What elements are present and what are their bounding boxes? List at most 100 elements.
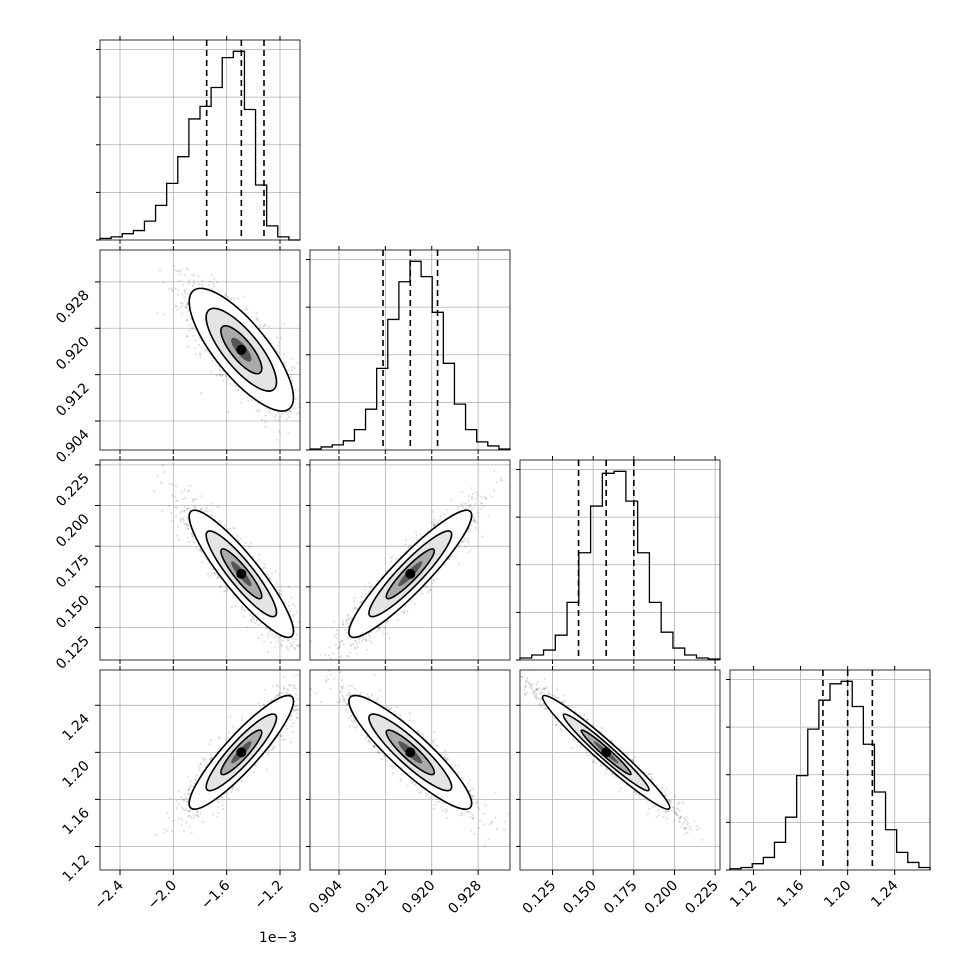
sample-point — [183, 510, 185, 512]
sample-point — [291, 369, 293, 371]
sample-point — [450, 499, 452, 501]
sample-point — [475, 498, 477, 500]
sample-point — [168, 288, 170, 290]
sample-point — [278, 419, 280, 421]
sample-point — [236, 535, 238, 537]
sample-point — [210, 509, 212, 511]
sample-point — [162, 464, 164, 466]
sample-point — [188, 279, 190, 281]
sample-point — [211, 288, 213, 290]
sample-point — [293, 641, 295, 643]
sample-point — [245, 305, 247, 307]
sample-point — [188, 525, 190, 527]
sample-point — [225, 293, 227, 295]
sample-point — [240, 402, 242, 404]
histogram-step — [520, 471, 720, 660]
sample-point — [358, 641, 360, 643]
sample-point — [157, 474, 159, 476]
sample-point — [277, 590, 279, 592]
sample-point — [218, 519, 220, 521]
sample-point — [179, 306, 181, 308]
sample-point — [292, 615, 294, 617]
sample-point — [229, 383, 231, 385]
sample-point — [279, 337, 281, 339]
sample-point — [235, 385, 237, 387]
sample-point — [427, 591, 429, 593]
sample-point — [332, 653, 334, 655]
sample-point — [195, 354, 197, 356]
sample-point — [276, 439, 278, 441]
sample-point — [256, 410, 258, 412]
sample-point — [188, 541, 190, 543]
sample-point — [293, 367, 295, 369]
sample-point — [180, 518, 182, 520]
sample-point — [231, 606, 233, 608]
sample-point — [237, 388, 239, 390]
sample-point — [281, 590, 283, 592]
sample-point — [281, 645, 283, 647]
sample-point — [192, 500, 194, 502]
sample-point — [255, 619, 257, 621]
sample-point — [462, 506, 464, 508]
sample-point — [276, 337, 278, 339]
sample-point — [184, 506, 186, 508]
sample-point — [267, 635, 269, 637]
sample-point — [301, 644, 303, 646]
sample-point — [178, 539, 180, 541]
sample-point — [187, 269, 189, 271]
sample-point — [210, 372, 212, 374]
sample-point — [275, 635, 277, 637]
sample-point — [280, 594, 282, 596]
sample-point — [201, 279, 203, 281]
sample-point — [180, 520, 182, 522]
sample-point — [304, 653, 306, 655]
sample-point — [163, 471, 165, 473]
sample-point — [346, 655, 348, 657]
sample-point — [436, 522, 438, 524]
sample-point — [366, 648, 368, 650]
sample-point — [256, 312, 258, 314]
sample-point — [241, 607, 243, 609]
sample-point — [199, 356, 201, 358]
sample-point — [345, 629, 347, 631]
sample-point — [383, 633, 385, 635]
sample-point — [301, 650, 303, 652]
sample-point — [199, 495, 201, 497]
sample-point — [288, 586, 290, 588]
sample-point — [471, 496, 473, 498]
sample-point — [285, 418, 287, 420]
sample-point — [187, 309, 189, 311]
sample-point — [368, 634, 370, 636]
sample-point — [187, 346, 189, 348]
sample-point — [211, 360, 213, 362]
sample-point — [269, 325, 271, 327]
sample-point — [174, 269, 176, 271]
sample-point — [319, 654, 321, 656]
sample-point — [278, 352, 280, 354]
sample-point — [301, 644, 303, 646]
sample-point — [283, 322, 285, 324]
sample-point — [249, 614, 251, 616]
sample-point — [298, 621, 300, 623]
sample-point — [457, 506, 459, 508]
sample-point — [295, 644, 297, 646]
panel-frame — [100, 40, 300, 240]
sample-point — [168, 505, 170, 507]
sample-point — [472, 493, 474, 495]
sample-point — [296, 633, 298, 635]
sample-point — [193, 280, 195, 282]
sample-point — [474, 503, 476, 505]
sample-point — [170, 512, 172, 514]
sample-point — [189, 329, 191, 331]
sample-point — [332, 627, 334, 629]
sample-point — [360, 596, 362, 598]
sample-point — [216, 281, 218, 283]
sample-point — [268, 409, 270, 411]
sample-point — [160, 482, 162, 484]
sample-point — [342, 623, 344, 625]
scatter-inner — [100, 460, 337, 678]
sample-point — [292, 379, 294, 381]
sample-point — [277, 344, 279, 346]
sample-point — [361, 640, 363, 642]
sample-point — [346, 637, 348, 639]
